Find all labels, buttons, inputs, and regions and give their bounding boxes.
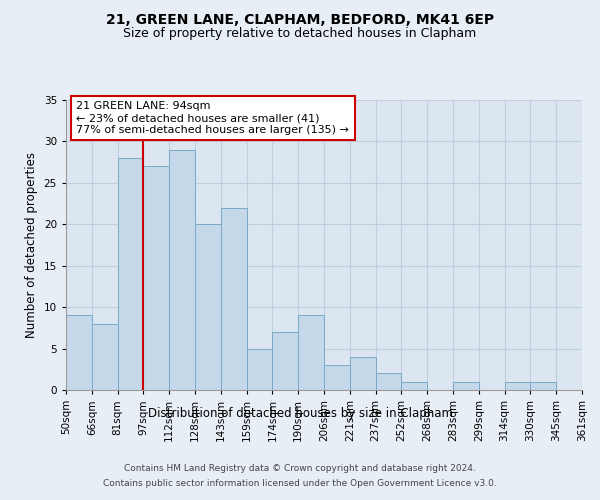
Y-axis label: Number of detached properties: Number of detached properties: [25, 152, 38, 338]
Bar: [324, 365, 350, 390]
Bar: [401, 382, 427, 390]
Bar: [272, 332, 298, 390]
Text: Distribution of detached houses by size in Clapham: Distribution of detached houses by size …: [148, 408, 452, 420]
Bar: [376, 374, 401, 390]
Text: 21 GREEN LANE: 94sqm
← 23% of detached houses are smaller (41)
77% of semi-detac: 21 GREEN LANE: 94sqm ← 23% of detached h…: [76, 102, 349, 134]
Bar: [453, 382, 479, 390]
Bar: [505, 382, 530, 390]
Bar: [247, 348, 272, 390]
Text: Contains HM Land Registry data © Crown copyright and database right 2024.: Contains HM Land Registry data © Crown c…: [124, 464, 476, 473]
Text: Contains public sector information licensed under the Open Government Licence v3: Contains public sector information licen…: [103, 479, 497, 488]
Bar: [221, 208, 247, 390]
Bar: [169, 150, 195, 390]
Text: Size of property relative to detached houses in Clapham: Size of property relative to detached ho…: [124, 28, 476, 40]
Bar: [143, 166, 169, 390]
Bar: [530, 382, 556, 390]
Text: 21, GREEN LANE, CLAPHAM, BEDFORD, MK41 6EP: 21, GREEN LANE, CLAPHAM, BEDFORD, MK41 6…: [106, 12, 494, 26]
Bar: [350, 357, 376, 390]
Bar: [92, 324, 118, 390]
Bar: [118, 158, 143, 390]
Bar: [298, 316, 324, 390]
Bar: [66, 316, 92, 390]
Bar: [195, 224, 221, 390]
